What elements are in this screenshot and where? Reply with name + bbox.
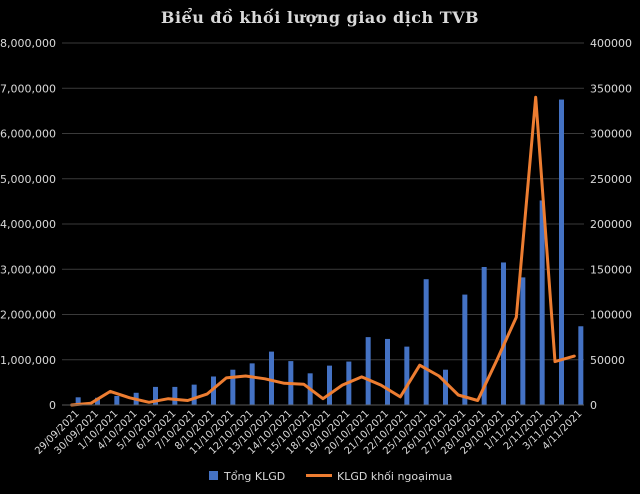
y-right-tick-label: 150000 xyxy=(590,263,632,276)
y-axis-left: 0 1,000,000 2,000,000 3,000,000 4,000,000 5,0… xyxy=(0,37,56,412)
bar xyxy=(211,376,216,405)
y-right-tick-label: 100000 xyxy=(590,309,632,322)
x-axis: 29/09/202130/09/20211/10/20214/10/20215/… xyxy=(33,404,584,457)
bar xyxy=(172,386,178,405)
bar xyxy=(462,294,468,405)
line-series-path xyxy=(70,95,576,407)
y-left-tick-label: 6,000,000 xyxy=(0,128,56,141)
line-series xyxy=(70,95,576,407)
y-right-tick-label: 50000 xyxy=(590,354,625,367)
y-right-tick-label: 400000 xyxy=(590,37,632,50)
bar xyxy=(327,365,332,405)
y-left-tick-label: 5,000,000 xyxy=(0,173,56,186)
bar xyxy=(385,338,390,405)
bar xyxy=(230,369,236,405)
legend-swatch-bar xyxy=(209,471,218,480)
y-right-tick-label: 350000 xyxy=(590,82,632,95)
legend: Tổng KLGD KLGD khối ngoạimua xyxy=(209,470,452,483)
bar xyxy=(95,397,100,405)
y-left-tick-label: 0 xyxy=(49,399,56,412)
y-left-tick-label: 7,000,000 xyxy=(0,82,56,95)
y-left-tick-label: 2,000,000 xyxy=(0,309,56,322)
y-left-tick-label: 1,000,000 xyxy=(0,354,56,367)
bar xyxy=(539,200,545,405)
bar xyxy=(114,395,120,405)
bar xyxy=(423,279,429,405)
y-right-tick-label: 300000 xyxy=(590,128,632,141)
y-right-tick-label: 0 xyxy=(590,399,597,412)
y-right-tick-label: 200000 xyxy=(590,218,632,231)
y-right-tick-label: 250000 xyxy=(590,173,632,186)
bar xyxy=(481,266,487,405)
bar xyxy=(578,326,584,405)
legend-label-bar: Tổng KLGD xyxy=(223,470,285,483)
bar xyxy=(404,346,410,405)
bar xyxy=(249,363,255,405)
bar xyxy=(501,262,506,405)
bar xyxy=(365,337,371,405)
bar xyxy=(443,369,448,405)
y-axis-right: 0 50000 100000 150000 200000 250000 300000 3500… xyxy=(590,37,632,412)
y-left-tick-label: 8,000,000 xyxy=(0,37,56,50)
y-left-tick-label: 3,000,000 xyxy=(0,263,56,276)
y-left-tick-label: 4,000,000 xyxy=(0,218,56,231)
bar-series xyxy=(75,99,584,405)
chart-title: Biểu đồ khối lượng giao dịch TVB xyxy=(160,8,480,27)
bar xyxy=(191,384,197,405)
bar xyxy=(269,351,274,405)
bar xyxy=(75,397,81,405)
bar xyxy=(520,277,526,405)
bar xyxy=(559,99,564,405)
legend-label-line: KLGD khối ngoạimua xyxy=(337,470,452,483)
bar xyxy=(153,386,158,405)
